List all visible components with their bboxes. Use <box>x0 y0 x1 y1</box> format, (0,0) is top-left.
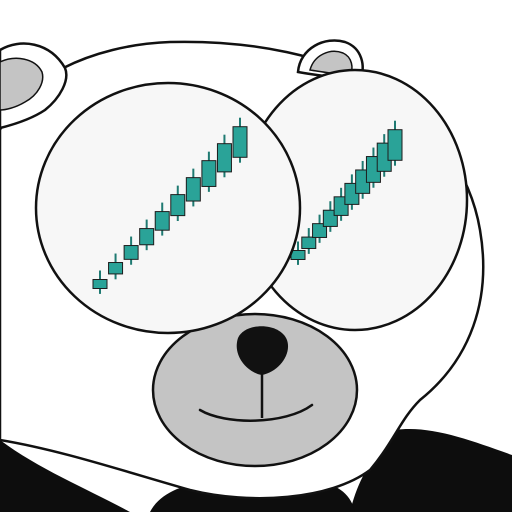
candle-body <box>387 129 403 161</box>
candle-body <box>290 250 306 260</box>
suit-left <box>0 440 130 512</box>
nose-icon <box>236 326 289 375</box>
candle-body <box>123 245 139 260</box>
candle-body <box>216 143 232 173</box>
suit-right <box>350 429 512 512</box>
candle-body <box>92 279 108 289</box>
candlestick-uptrend-icon <box>290 120 403 265</box>
candle-body <box>312 223 328 238</box>
candle-body <box>154 211 170 231</box>
muzzle <box>151 312 359 468</box>
eye-right <box>241 68 469 332</box>
candle-body <box>170 194 186 217</box>
candle-body <box>301 236 317 249</box>
candle-body <box>185 177 201 202</box>
candle-body <box>201 160 217 187</box>
mouth <box>198 403 314 422</box>
candle-body <box>232 126 248 158</box>
candle-body <box>139 228 155 246</box>
eye-left <box>34 81 302 335</box>
candle-body <box>108 262 124 275</box>
candlestick-uptrend-icon <box>92 117 248 294</box>
ear-left <box>0 42 68 130</box>
